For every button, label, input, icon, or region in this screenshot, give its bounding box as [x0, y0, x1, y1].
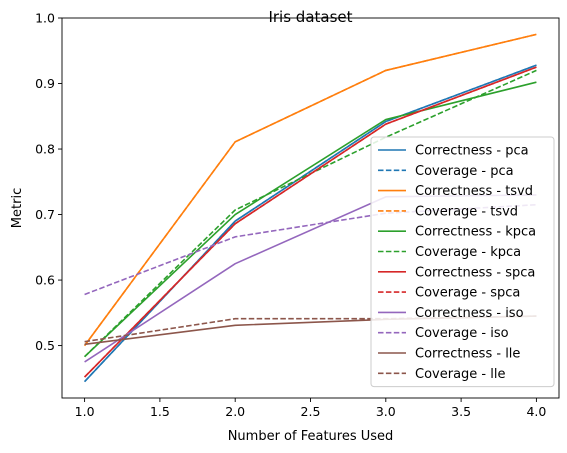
series-line-coverage-tsvd — [83, 33, 537, 347]
legend-label-coverage-spca: Coverage - spca — [415, 286, 520, 301]
y-tick-label: 0.6 — [35, 273, 55, 288]
legend-label-coverage-tsvd: Coverage - tsvd — [415, 204, 518, 219]
y-tick-label: 0.9 — [35, 76, 55, 91]
legend-label-coverage-kpca: Coverage - kpca — [415, 245, 521, 260]
legend-label-correctness-iso: Correctness - iso — [415, 306, 524, 321]
y-axis-label: Metric — [10, 188, 25, 228]
x-tick-label: 2.0 — [225, 404, 245, 419]
x-axis: 1.0 1.5 2.0 2.5 3.0 3.5 4.0 — [75, 398, 546, 419]
series-line-coverage-spca — [84, 66, 537, 378]
series-line-correctness-kpca — [84, 81, 537, 358]
legend-label-correctness-tsvd: Correctness - tsvd — [415, 184, 533, 199]
legend-label-coverage-pca: Coverage - pca — [415, 164, 514, 179]
x-tick-label: 3.5 — [451, 404, 471, 419]
legend-box — [370, 136, 555, 388]
x-tick-label: 1.0 — [75, 404, 95, 419]
x-tick-label: 4.0 — [526, 404, 546, 419]
x-axis-label: Number of Features Used — [228, 429, 394, 444]
chart-title: Iris dataset — [268, 8, 352, 26]
y-tick-label: 0.7 — [35, 207, 55, 222]
y-tick-label: 0.5 — [35, 338, 55, 353]
y-axis: 0.5 0.6 0.7 0.8 0.9 1.0 — [35, 11, 62, 353]
y-tick-label: 0.8 — [35, 142, 55, 157]
series-line-coverage-lle — [84, 315, 537, 343]
legend: Correctness - pca Coverage - pca Correctne… — [370, 136, 555, 388]
x-tick-label: 1.5 — [150, 404, 170, 419]
legend-label-correctness-kpca: Correctness - kpca — [415, 225, 536, 240]
series-line-coverage-pca — [84, 64, 537, 383]
y-tick-label: 1.0 — [35, 11, 55, 26]
legend-label-correctness-spca: Correctness - spca — [415, 265, 535, 280]
legend-label-coverage-lle: Coverage - lle — [415, 367, 505, 382]
legend-label-correctness-lle: Correctness - lle — [415, 347, 520, 362]
legend-label-coverage-iso: Coverage - iso — [415, 326, 509, 341]
x-tick-label: 3.0 — [376, 404, 396, 419]
x-tick-label: 2.5 — [301, 404, 321, 419]
legend-label-correctness-pca: Correctness - pca — [415, 144, 529, 159]
